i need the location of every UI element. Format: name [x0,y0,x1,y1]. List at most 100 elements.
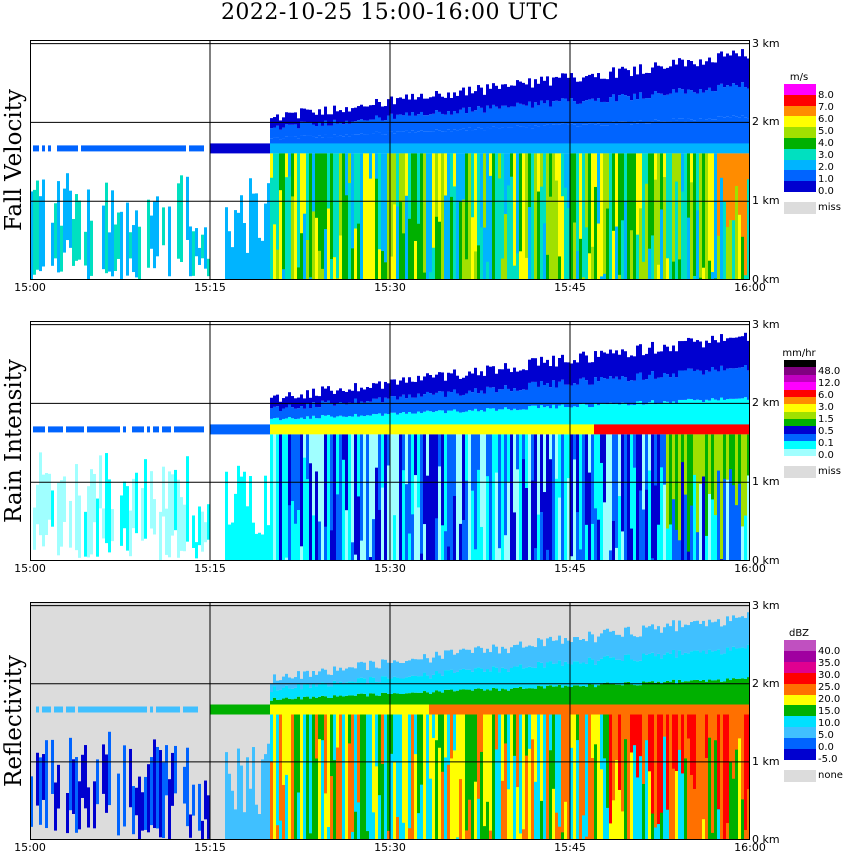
chart-title: 2022-10-25 15:00-16:00 UTC [220,0,560,25]
x-tick-label: 16:00 [734,562,766,575]
legend-missing-label: none [818,770,843,781]
legend-missing-swatch [784,770,816,782]
legend-swatch [784,694,816,706]
legend-label: 1.0 [818,174,834,185]
legend-swatch [784,382,816,390]
legend-swatch [784,105,816,117]
legend-swatch [784,727,816,739]
legend-unit: m/s [789,72,809,83]
x-tick-label: 15:30 [374,562,406,575]
x-tick-label: 15:45 [554,841,586,854]
legend-label: 0.5 [818,426,834,437]
legend-swatch [784,650,816,662]
legend-label: 2.0 [818,162,834,173]
y-tick-label: 3 km [752,36,780,50]
legend-swatch [784,396,816,405]
panel-label-reflectivity: Reflectivity [0,602,28,840]
legend-label: 1.5 [818,414,834,425]
legend-label: 0.0 [818,742,834,753]
legend-unit: mm/hr [782,348,816,359]
y-tick-label: 1 km [752,754,780,768]
legend-label: 12.0 [818,378,841,389]
legend-swatch [784,404,816,412]
fall-velocity-label: Fall Velocity [1,89,28,231]
legend-label: 40.0 [818,646,841,657]
x-tick-label: 15:00 [14,281,46,294]
legend-swatch [784,138,816,149]
legend-label: 0.0 [818,450,834,461]
legend-label: 6.0 [818,114,834,125]
reflectivity-label: Reflectivity [1,655,28,787]
legend-label: 0.1 [818,438,834,449]
x-tick-label: 15:15 [194,562,226,575]
panel-label-fall-velocity: Fall Velocity [0,40,28,280]
legend-swatch [784,640,816,651]
legend-swatch [784,127,816,138]
legend-label: 8.0 [818,90,834,101]
legend-label: 6.0 [818,390,834,401]
legend-swatch [784,181,816,192]
legend-swatch [784,94,816,106]
x-tick-label: 15:45 [554,281,586,294]
legend-swatch [784,448,816,456]
legend-label: 20.0 [818,694,841,705]
legend-label: -5.0 [818,754,838,765]
legend-swatch [784,116,816,128]
legend-swatch [784,661,816,673]
legend-swatch [784,411,816,420]
legend-swatch [784,148,816,160]
x-tick-label: 15:15 [194,281,226,294]
x-tick-label: 16:00 [734,841,766,854]
legend-label: 48.0 [818,366,841,377]
legend-missing-label: miss [818,202,841,213]
x-tick-label: 16:00 [734,281,766,294]
x-tick-label: 15:45 [554,562,586,575]
legend-swatch [784,84,816,95]
fall-velocity-plot [30,40,750,280]
x-tick-label: 15:00 [14,562,46,575]
legend-swatch [784,441,816,449]
rain-intensity-label: Rain Intensity [1,359,27,523]
legend-label: 5.0 [818,126,834,137]
x-tick-label: 15:30 [374,841,406,854]
legend-label: 7.0 [818,102,834,113]
legend-label: 30.0 [818,670,841,681]
legend-swatch [784,389,816,397]
legend-label: 25.0 [818,682,841,693]
legend-swatch [784,426,816,434]
legend-swatch [784,170,816,182]
legend-swatch [784,705,816,717]
legend-swatch [784,360,816,368]
legend-label: 3.0 [818,150,834,161]
legend-swatch [784,159,816,171]
legend-swatch [784,374,816,383]
y-tick-label: 0 km [752,273,780,286]
plot-area [30,321,750,561]
x-tick-label: 15:30 [374,281,406,294]
y-tick-label: 1 km [752,194,780,208]
legend-label: 3.0 [818,402,834,413]
rain-intensity-plot [30,321,750,561]
x-tick-label: 15:15 [194,841,226,854]
legend-swatch [784,683,816,695]
x-tick-label: 15:00 [14,841,46,854]
legend-label: 0.0 [818,186,834,197]
y-tick-label: 0 km [752,554,780,567]
y-tick-label: 3 km [752,598,780,612]
legend-swatch [784,716,816,728]
y-tick-label: 3 km [752,317,780,331]
y-tick-label: 0 km [752,833,780,846]
rain-intensity-legend: mm/hr 48.0 12.0 6.0 3.0 1.5 0.5 0.1 0.0 miss [782,348,842,480]
y-tick-label: 1 km [752,475,780,489]
y-tick-label: 2 km [752,115,780,129]
legend-label: 4.0 [818,138,834,149]
legend-unit: dBZ [788,628,810,639]
reflectivity-plot [30,602,750,840]
plot-area [30,602,750,840]
panel-label-rain-intensity: Rain Intensity [0,321,28,561]
plot-area [30,40,750,280]
legend-swatch [784,672,816,684]
legend-missing-swatch [784,202,816,214]
legend-missing-label: miss [818,466,841,477]
legend-label: 10.0 [818,718,841,729]
